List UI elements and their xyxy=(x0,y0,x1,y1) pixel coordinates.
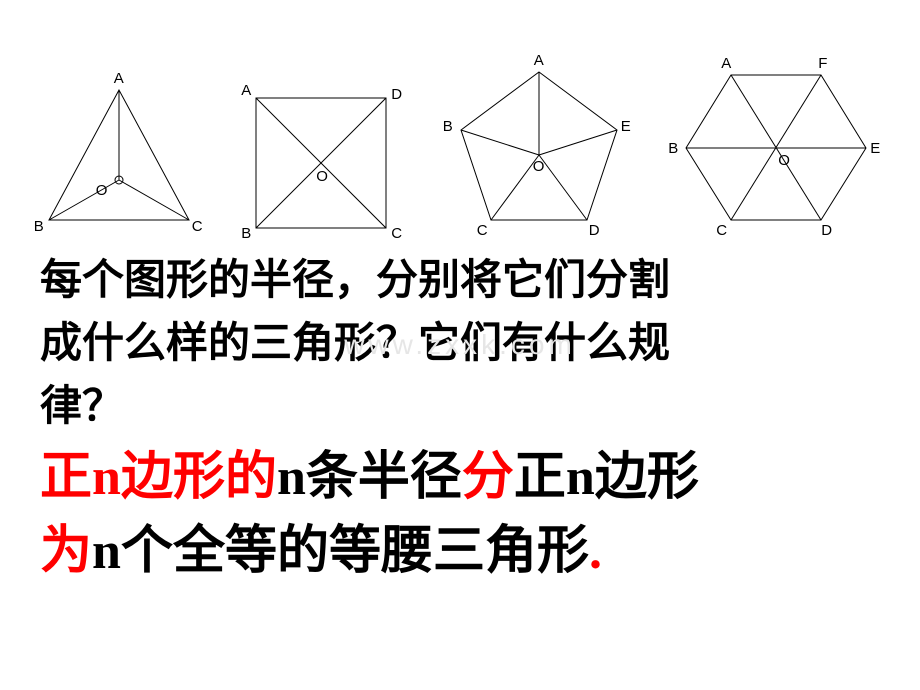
lbl-E: E xyxy=(870,140,880,157)
lbl-F: F xyxy=(818,55,827,72)
lbl-O: O xyxy=(533,158,545,175)
lbl-B: B xyxy=(241,225,251,242)
lbl-O: O xyxy=(316,168,328,185)
ans-p7: 正 xyxy=(514,449,566,506)
answer-line1: 正n边形的n条半径分正n边形 xyxy=(40,443,880,513)
diagrams-row: A B C O A D B C O A B E C D O xyxy=(0,0,920,250)
ans-p6: 分 xyxy=(462,449,514,506)
lbl-E: E xyxy=(621,118,631,135)
lbl-C: C xyxy=(192,218,203,235)
pentagon-svg xyxy=(439,60,639,240)
lbl-A: A xyxy=(114,70,124,87)
answer-line2: 为n个全等的等腰三角形. xyxy=(40,517,880,587)
triangle-svg xyxy=(34,70,204,240)
lbl-D: D xyxy=(391,86,402,103)
ans-p4: n xyxy=(277,449,306,506)
text-block: 每个图形的半径，分别将它们分割 成什么样的三角形？它们有什么规 律？ 正n边形的… xyxy=(0,250,920,587)
square-diagram: A D B C O xyxy=(231,80,411,240)
lbl-O: O xyxy=(96,182,108,199)
lbl-C: C xyxy=(477,222,488,239)
hexagon-diagram: A F B E C D O xyxy=(666,60,886,240)
square-svg xyxy=(231,80,411,240)
lbl-C: C xyxy=(391,225,402,242)
ans-p12: 个全等的等腰三角形 xyxy=(121,523,589,580)
ans-p5: 条半径 xyxy=(306,449,462,506)
lbl-D: D xyxy=(821,222,832,239)
lbl-C: C xyxy=(716,222,727,239)
question-line2: 成什么样的三角形？它们有什么规 xyxy=(40,313,880,376)
ans-p9: 边形 xyxy=(595,449,699,506)
hexagon-svg xyxy=(666,60,886,240)
pentagon-diagram: A B E C D O xyxy=(439,60,639,240)
lbl-B: B xyxy=(443,118,453,135)
ans-p11: n xyxy=(92,523,121,580)
lbl-B: B xyxy=(34,218,44,235)
ans-p2: n xyxy=(92,449,121,506)
ans-p8: n xyxy=(566,449,595,506)
ans-p13: . xyxy=(589,523,602,580)
lbl-D: D xyxy=(589,222,600,239)
lbl-A: A xyxy=(241,82,251,99)
ans-p1: 正 xyxy=(40,449,92,506)
ans-p10: 为 xyxy=(40,523,92,580)
question-line3: 律？ xyxy=(40,376,880,439)
ans-p3: 边形的 xyxy=(121,449,277,506)
lbl-B: B xyxy=(668,140,678,157)
question-line1: 每个图形的半径，分别将它们分割 xyxy=(40,250,880,313)
triangle-diagram: A B C O xyxy=(34,70,204,240)
lbl-O: O xyxy=(778,152,790,169)
lbl-A: A xyxy=(534,52,544,69)
lbl-A: A xyxy=(721,55,731,72)
